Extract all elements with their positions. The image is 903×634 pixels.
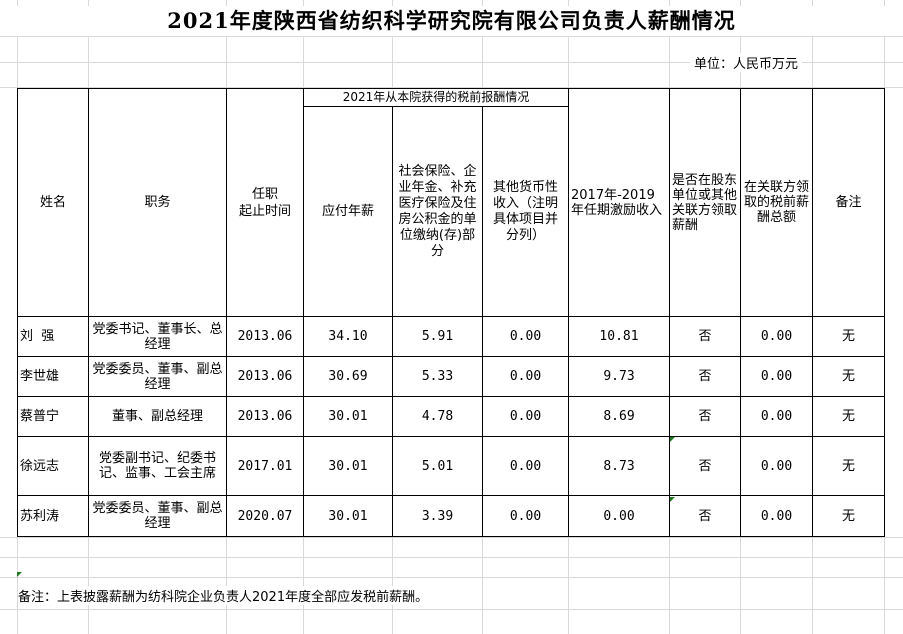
cell-other: 0.00 (482, 396, 569, 437)
cell-name: 苏利涛 (17, 495, 89, 537)
header-incentive: 2017年-2019年任期激励收入 (568, 88, 670, 317)
table-row: 李世雄 党委委员、董事、副总经理 2013.06 30.69 5.33 0.00… (17, 356, 885, 397)
cell-related: 0.00 (740, 495, 813, 537)
cell-position: 党委副书记、纪委书记、监事、工会主席 (88, 436, 227, 496)
cell-shareholder: 否 (669, 316, 741, 357)
page-title: 2021年度陕西省纺织科学研究院有限公司负责人薪酬情况 (0, 6, 903, 36)
cell-salary: 30.01 (303, 396, 393, 437)
cell-remark: 无 (812, 356, 885, 397)
cell-shareholder: 否 (669, 436, 741, 496)
cell-term: 2013.06 (226, 316, 304, 357)
header-social: 社会保险、企业年金、补充医疗保险及住房公积金的单位缴纳(存)部分 (392, 106, 483, 317)
cell-remark: 无 (812, 316, 885, 357)
cell-name: 蔡普宁 (17, 396, 89, 437)
cell-name: 刘 强 (17, 316, 89, 357)
cell-related: 0.00 (740, 356, 813, 397)
cell-social: 5.33 (392, 356, 483, 397)
cell-term: 2013.06 (226, 356, 304, 397)
table-row: 蔡普宁 董事、副总经理 2013.06 30.01 4.78 0.00 8.69… (17, 396, 885, 437)
cell-shareholder: 否 (669, 356, 741, 397)
cell-term: 2013.06 (226, 396, 304, 437)
cell-remark: 无 (812, 396, 885, 437)
cell-salary: 30.01 (303, 436, 393, 496)
cell-comment-marker (670, 497, 675, 502)
cell-social: 5.91 (392, 316, 483, 357)
cell-name: 李世雄 (17, 356, 89, 397)
header-group: 2021年从本院获得的税前报酬情况 (303, 88, 569, 107)
cell-incentive: 8.73 (568, 436, 670, 496)
table-row: 苏利涛 党委委员、董事、副总经理 2020.07 30.01 3.39 0.00… (17, 495, 885, 537)
cell-remark: 无 (812, 436, 885, 496)
header-name: 姓名 (17, 88, 89, 317)
cell-salary: 30.01 (303, 495, 393, 537)
salary-table: 姓名 职务 任职 起止时间 2021年从本院获得的税前报酬情况 2017年-20… (17, 88, 885, 537)
cell-position: 董事、副总经理 (88, 396, 227, 437)
cell-shareholder: 否 (669, 495, 741, 537)
cell-related: 0.00 (740, 396, 813, 437)
cell-name: 徐远志 (17, 436, 89, 496)
cell-incentive: 9.73 (568, 356, 670, 397)
cell-other: 0.00 (482, 316, 569, 357)
cell-incentive: 8.69 (568, 396, 670, 437)
cell-comment-marker (670, 437, 675, 442)
cell-related: 0.00 (740, 316, 813, 357)
table-row: 刘 强 党委书记、董事长、总经理 2013.06 34.10 5.91 0.00… (17, 316, 885, 357)
cell-position: 党委书记、董事长、总经理 (88, 316, 227, 357)
cell-other: 0.00 (482, 356, 569, 397)
cell-position: 党委委员、董事、副总经理 (88, 495, 227, 537)
cell-salary: 30.69 (303, 356, 393, 397)
cell-term: 2017.01 (226, 436, 304, 496)
footnote: 备注：上表披露薪酬为纺科院企业负责人2021年度全部应发税前薪酬。 (18, 586, 435, 605)
cell-other: 0.00 (482, 436, 569, 496)
cell-incentive: 10.81 (568, 316, 670, 357)
cell-position: 党委委员、董事、副总经理 (88, 356, 227, 397)
unit-label: 单位：人民币万元 (690, 53, 803, 72)
header-related: 在关联方领取的税前薪酬总额 (740, 88, 813, 317)
header-remark: 备注 (812, 88, 885, 317)
header-position: 职务 (88, 88, 227, 317)
header-term: 任职 起止时间 (226, 88, 304, 317)
cell-term: 2020.07 (226, 495, 304, 537)
header-shareholder: 是否在股东单位或其他关联方领取薪酬 (669, 88, 741, 317)
cell-related: 0.00 (740, 436, 813, 496)
table-row: 徐远志 党委副书记、纪委书记、监事、工会主席 2017.01 30.01 5.0… (17, 436, 885, 496)
header-salary: 应付年薪 (303, 106, 393, 317)
cell-shareholder: 否 (669, 396, 741, 437)
header-other: 其他货币性收入（注明具体项目并分列） (482, 106, 569, 317)
cell-other: 0.00 (482, 495, 569, 537)
cell-remark: 无 (812, 495, 885, 537)
cell-incentive: 0.00 (568, 495, 670, 537)
cell-social: 4.78 (392, 396, 483, 437)
cell-social: 5.01 (392, 436, 483, 496)
cell-comment-marker (17, 572, 22, 577)
cell-salary: 34.10 (303, 316, 393, 357)
cell-social: 3.39 (392, 495, 483, 537)
